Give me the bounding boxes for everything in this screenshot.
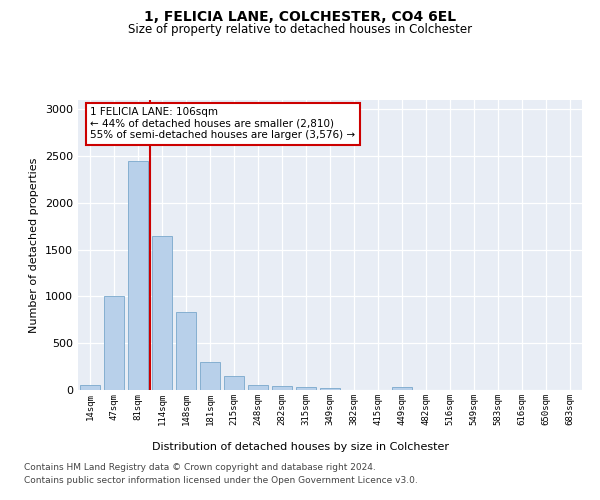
Bar [320,388,340,390]
Text: Distribution of detached houses by size in Colchester: Distribution of detached houses by size … [151,442,449,452]
Bar [248,385,268,390]
Text: 1, FELICIA LANE, COLCHESTER, CO4 6EL: 1, FELICIA LANE, COLCHESTER, CO4 6EL [144,10,456,24]
Bar [104,296,124,390]
Bar [272,386,292,390]
Bar [224,376,244,390]
Text: Contains HM Land Registry data © Crown copyright and database right 2024.: Contains HM Land Registry data © Crown c… [24,462,376,471]
Bar [296,387,316,390]
Bar [200,362,220,390]
Text: Contains public sector information licensed under the Open Government Licence v3: Contains public sector information licen… [24,476,418,485]
Bar [152,236,172,390]
Bar [128,161,148,390]
Bar [392,387,412,390]
Text: Size of property relative to detached houses in Colchester: Size of property relative to detached ho… [128,22,472,36]
Bar [176,312,196,390]
Text: 1 FELICIA LANE: 106sqm
← 44% of detached houses are smaller (2,810)
55% of semi-: 1 FELICIA LANE: 106sqm ← 44% of detached… [91,108,356,140]
Bar [80,386,100,390]
Y-axis label: Number of detached properties: Number of detached properties [29,158,40,332]
